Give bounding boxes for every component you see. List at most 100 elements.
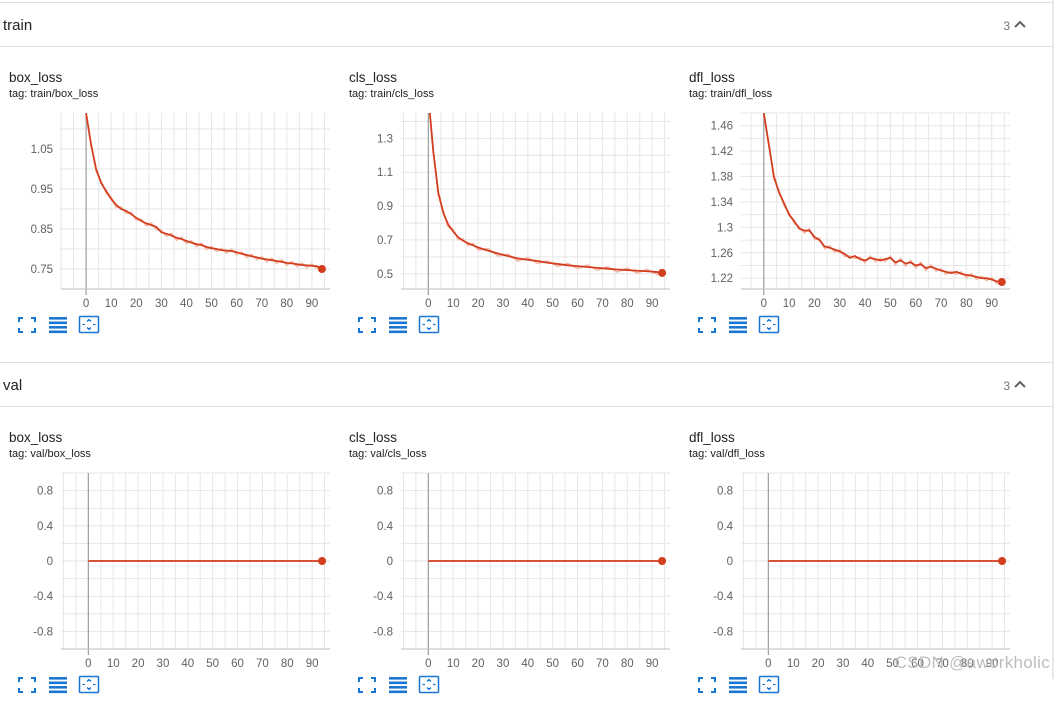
data-table-icon[interactable]	[727, 315, 749, 335]
section-header[interactable]: train 3	[0, 3, 1054, 47]
x-tick-label: 20	[472, 658, 485, 670]
y-tick-label: 1.1	[377, 167, 393, 179]
x-tick-label: 20	[132, 658, 145, 670]
fit-domain-icon[interactable]	[758, 675, 780, 695]
x-tick-label: 90	[646, 658, 659, 670]
x-tick-label: 10	[105, 298, 118, 310]
x-tick-label: 10	[107, 658, 120, 670]
y-tick-label: -0.4	[713, 591, 733, 603]
x-tick-label: 0	[761, 298, 767, 310]
x-tick-label: 30	[497, 298, 510, 310]
x-tick-label: 60	[230, 298, 243, 310]
fit-domain-icon[interactable]	[78, 675, 100, 695]
x-tick-label: 20	[130, 298, 143, 310]
chart-toolbar	[16, 675, 116, 697]
fit-screen-icon[interactable]	[696, 315, 718, 335]
x-tick-label: 60	[571, 658, 584, 670]
x-tick-label: 0	[425, 658, 431, 670]
y-tick-label: 0.7	[377, 235, 393, 247]
fit-screen-icon[interactable]	[696, 675, 718, 695]
fit-screen-icon[interactable]	[16, 675, 38, 695]
x-tick-label: 60	[571, 298, 584, 310]
chart-toolbar	[696, 675, 796, 697]
y-tick-label: 0.8	[377, 486, 393, 498]
data-table-icon[interactable]	[47, 675, 69, 695]
x-tick-label: 40	[181, 658, 194, 670]
x-tick-label: 50	[884, 298, 897, 310]
x-tick-label: 0	[83, 298, 89, 310]
chart-toolbar	[356, 315, 456, 337]
y-tick-label: 0.8	[717, 486, 733, 498]
data-table-icon[interactable]	[387, 315, 409, 335]
x-tick-label: 30	[833, 298, 846, 310]
fit-screen-icon[interactable]	[356, 675, 378, 695]
y-tick-label: -0.8	[33, 626, 53, 638]
data-table-icon[interactable]	[387, 675, 409, 695]
x-tick-label: 40	[180, 298, 193, 310]
y-tick-label: 1.46	[711, 121, 733, 133]
fit-domain-icon[interactable]	[758, 315, 780, 335]
x-tick-label: 80	[621, 298, 634, 310]
series-end-point	[998, 557, 1006, 565]
series-end-point	[318, 557, 326, 565]
chart-toolbar	[696, 315, 796, 337]
x-tick-label: 80	[280, 298, 293, 310]
x-tick-label: 20	[812, 658, 825, 670]
chevron-up-icon[interactable]	[1012, 16, 1028, 32]
x-tick-label: 20	[808, 298, 821, 310]
y-tick-label: -0.4	[33, 591, 53, 603]
y-tick-label: 0.4	[717, 521, 734, 533]
data-table-icon[interactable]	[727, 675, 749, 695]
fit-domain-icon[interactable]	[78, 315, 100, 335]
chart-toolbar	[16, 315, 116, 337]
section-header[interactable]: val 3	[0, 363, 1054, 407]
y-tick-label: 1.3	[377, 133, 393, 145]
x-tick-label: 30	[837, 658, 850, 670]
x-tick-label: 20	[472, 298, 485, 310]
section-count: 3	[1003, 379, 1010, 393]
y-tick-label: 1.05	[31, 144, 53, 156]
x-tick-label: 70	[596, 298, 609, 310]
y-tick-label: 0.5	[377, 269, 393, 281]
y-tick-label: 1.38	[711, 172, 733, 184]
grid	[741, 113, 1010, 289]
x-tick-label: 40	[521, 658, 534, 670]
series-end-point	[658, 269, 666, 277]
fit-screen-icon[interactable]	[16, 315, 38, 335]
series-end-point	[318, 265, 326, 273]
x-tick-label: 50	[205, 298, 218, 310]
x-tick-label: 30	[157, 658, 170, 670]
y-tick-label: 1.3	[717, 222, 733, 234]
x-tick-label: 0	[765, 658, 771, 670]
chevron-up-icon[interactable]	[1012, 376, 1028, 392]
x-tick-label: 40	[861, 658, 874, 670]
x-tick-label: 50	[546, 658, 559, 670]
section-title: train	[3, 17, 32, 34]
x-tick-label: 70	[596, 658, 609, 670]
x-tick-label: 30	[497, 658, 510, 670]
fit-domain-icon[interactable]	[418, 315, 440, 335]
x-tick-label: 10	[447, 658, 460, 670]
x-tick-label: 70	[256, 658, 269, 670]
y-tick-label: -0.4	[373, 591, 393, 603]
x-tick-label: 50	[546, 298, 559, 310]
fit-domain-icon[interactable]	[418, 675, 440, 695]
fit-screen-icon[interactable]	[356, 315, 378, 335]
chart-toolbar	[356, 675, 456, 697]
y-tick-label: 1.34	[711, 197, 734, 209]
data-table-icon[interactable]	[47, 315, 69, 335]
x-tick-label: 90	[985, 298, 998, 310]
y-tick-label: 0.9	[377, 201, 393, 213]
x-tick-label: 10	[447, 298, 460, 310]
y-tick-label: 0.95	[31, 184, 53, 196]
